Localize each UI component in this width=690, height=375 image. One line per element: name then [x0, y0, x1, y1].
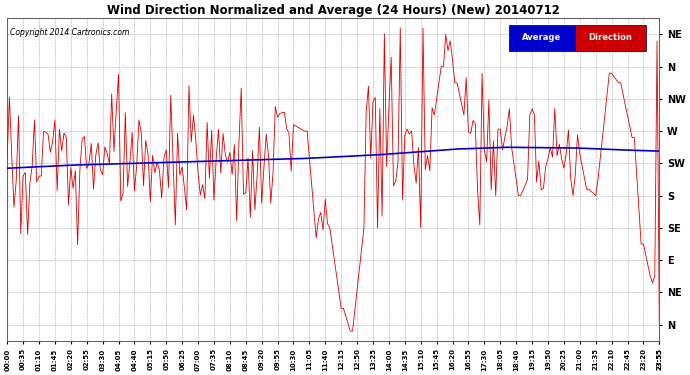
- Text: Direction: Direction: [589, 33, 632, 42]
- FancyBboxPatch shape: [509, 25, 575, 51]
- FancyBboxPatch shape: [575, 25, 647, 51]
- Title: Wind Direction Normalized and Average (24 Hours) (New) 20140712: Wind Direction Normalized and Average (2…: [107, 4, 560, 17]
- Text: Copyright 2014 Cartronics.com: Copyright 2014 Cartronics.com: [10, 28, 130, 37]
- Text: Average: Average: [522, 33, 562, 42]
